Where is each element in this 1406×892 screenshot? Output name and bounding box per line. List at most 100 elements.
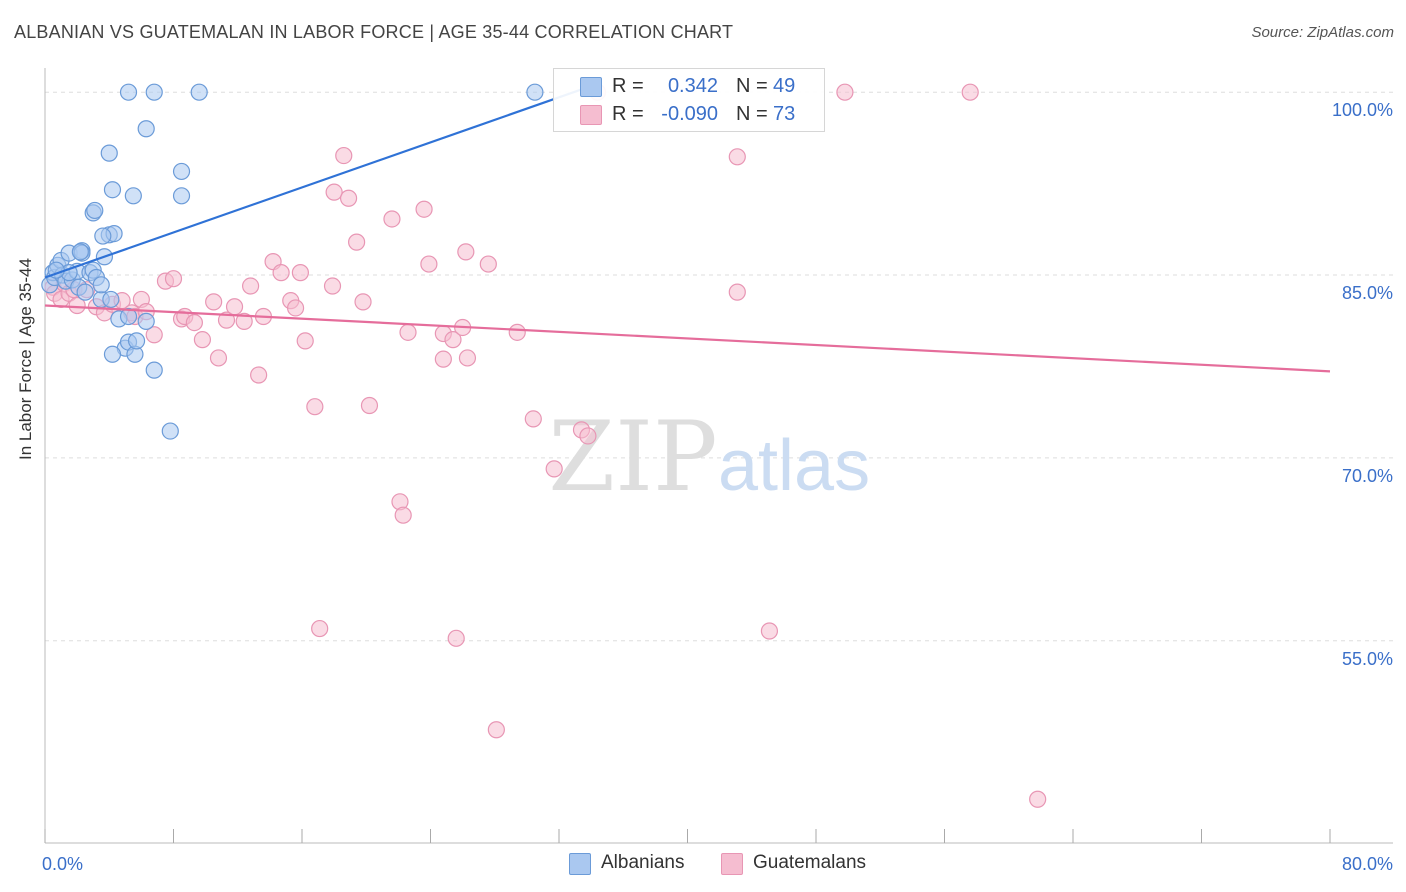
x-tick-label-min: 0.0% [42, 854, 83, 874]
trend-lines [44, 85, 1331, 373]
guatemalans-point [360, 396, 379, 415]
albanians-point [86, 201, 104, 220]
albanians-r-value: 0.342 [667, 75, 718, 97]
guatemalans-point [508, 323, 526, 341]
guatemalans-point [325, 183, 343, 201]
guatemalans-point [291, 264, 309, 282]
y-axis-label: In Labor Force | Age 35-44 [16, 258, 35, 460]
guatemalans-point [306, 398, 324, 416]
albanians-legend-swatch [569, 853, 591, 875]
legend-row-guatemalans: R = -0.090 N = 73 [554, 101, 824, 129]
albanians-point [161, 422, 179, 440]
guatemalans-point [323, 277, 342, 295]
guatemalans-point [728, 283, 746, 301]
albanians-point [172, 187, 191, 205]
x-tick-label-max: 80.0% [1342, 854, 1393, 874]
guatemalans-point [479, 255, 497, 273]
guatemalans-point [447, 629, 465, 647]
albanians-point [92, 276, 110, 294]
r-label: R = [612, 103, 644, 125]
albanians-point [145, 83, 163, 101]
guatemalans-point [458, 349, 477, 367]
albanians-point [119, 307, 138, 326]
albanians-point [102, 290, 120, 309]
guatemalans-point [145, 326, 163, 344]
guatemalans-point [225, 298, 244, 316]
guatemalans-point [487, 721, 505, 739]
guatemalans-point [457, 243, 475, 261]
guatemalans-point [434, 350, 452, 368]
guatemalans-point [209, 349, 228, 367]
y-tick-label: 55.0% [1342, 649, 1393, 669]
guatemalans-point [217, 311, 236, 329]
guatemalans-point [728, 148, 746, 166]
albanians-point [137, 120, 155, 138]
guatemalans-point [354, 293, 372, 311]
albanians-legend-label: Albanians [601, 852, 685, 873]
albanians-point [71, 243, 89, 261]
guatemalans-point [242, 277, 260, 295]
legend-row-albanians: R = 0.342 N = 49 [554, 73, 824, 101]
watermark-atlas: atlas [718, 426, 870, 506]
guatemalans-point [836, 83, 854, 101]
guatemalans-point [311, 619, 329, 638]
guatemalans-point [272, 264, 290, 282]
stats-legend: R = 0.342 N = 49 R = -0.090 N = 73 [553, 68, 825, 132]
guatemalans-r-value: -0.090 [661, 103, 718, 125]
watermark: ZIP atlas [548, 401, 870, 513]
guatemalans-point [339, 189, 358, 207]
guatemalans-point [524, 410, 542, 428]
albanians-point [76, 283, 94, 301]
guatemalans-point [579, 427, 597, 445]
guatemalans-legend-swatch [721, 853, 743, 875]
guatemalans-point [420, 255, 438, 273]
guatemalans-point [335, 146, 353, 165]
guatemalans-point [415, 200, 433, 218]
albanians-trend-line [44, 85, 592, 279]
guatemalans-point [399, 323, 417, 341]
series-legend: Albanians Guatemalans [0, 852, 1406, 878]
guatemalans-point [185, 313, 203, 332]
albanians-n-value: 49 [773, 75, 796, 97]
guatemalans-point [1029, 790, 1047, 808]
albanians-point [103, 181, 122, 199]
gridlines [45, 91, 1393, 642]
y-tick-label: 85.0% [1342, 283, 1393, 303]
guatemalans-point [961, 83, 979, 101]
guatemalans-point [205, 293, 223, 311]
albanians-point [127, 332, 146, 350]
albanians-point [100, 144, 118, 162]
guatemalans-point [286, 299, 305, 317]
albanians-point [119, 83, 138, 101]
albanians-point [94, 227, 112, 245]
albanians-point [145, 361, 163, 379]
albanians-point [137, 312, 155, 330]
guatemalans-point [193, 331, 212, 349]
source-credit: Source: ZipAtlas.com [1251, 24, 1394, 41]
guatemalans-point [348, 233, 366, 251]
axes [44, 68, 1393, 844]
n-label: N = [736, 103, 768, 125]
guatemalans-legend-label: Guatemalans [753, 852, 867, 873]
guatemalans-point [444, 331, 462, 349]
guatemalans-point [164, 270, 183, 288]
guatemalans-n-value: 73 [773, 103, 796, 125]
albanians-point [526, 83, 544, 101]
n-label: N = [736, 75, 768, 97]
guatemalans-points [44, 83, 1047, 808]
guatemalans-point [760, 622, 779, 640]
albanians-swatch [580, 77, 602, 97]
guatemalans-point [296, 332, 314, 350]
guatemalans-point [545, 460, 563, 478]
albanians-points [41, 83, 544, 440]
guatemalans-point [250, 366, 268, 384]
r-label: R = [612, 75, 644, 97]
guatemalans-point [68, 296, 86, 315]
y-tick-label: 70.0% [1342, 466, 1393, 486]
guatemalans-point [394, 506, 412, 524]
watermark-zip: ZIP [548, 401, 717, 513]
guatemalans-point [383, 210, 401, 228]
albanians-point [124, 187, 142, 205]
albanians-point [190, 83, 208, 101]
